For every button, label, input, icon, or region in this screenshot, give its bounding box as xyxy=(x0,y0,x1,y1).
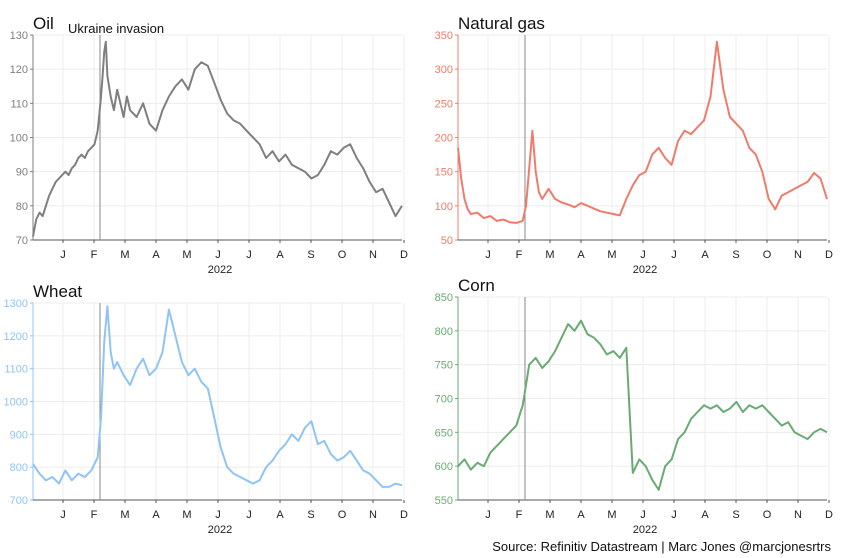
y-tick-label: 550 xyxy=(435,495,453,507)
x-tick-label: A xyxy=(276,249,284,261)
x-tick-label: S xyxy=(307,509,314,521)
y-tick-label: 200 xyxy=(435,133,453,145)
y-tick-label: 120 xyxy=(10,64,28,76)
x-tick-label: D xyxy=(400,509,408,521)
series-line xyxy=(32,305,403,488)
x-tick-label: F xyxy=(516,249,523,261)
x-tick-label: F xyxy=(91,509,98,521)
source-note: Source: Refinitiv Datastream | Marc Jone… xyxy=(492,539,831,554)
y-tick-label: 150 xyxy=(435,167,453,179)
x-tick-label: S xyxy=(732,509,739,521)
y-tick-label: 110 xyxy=(10,98,28,110)
y-tick-label: 90 xyxy=(16,167,28,179)
y-tick-label: 700 xyxy=(10,495,28,507)
x-tick-label: O xyxy=(338,509,347,521)
x-tick-label: O xyxy=(763,249,772,261)
x-tick-label: F xyxy=(91,249,98,261)
x-tick-label: F xyxy=(516,509,523,521)
x-tick-label: J xyxy=(640,249,646,261)
panel-title: Oil xyxy=(33,14,54,33)
y-tick-label: 70 xyxy=(16,235,28,247)
chart-panel-corn: Corn 550 600 650 700 750 800 850 J F M A M J J A S O N D 202… xyxy=(435,276,833,536)
x-tick-label: N xyxy=(794,509,802,521)
y-tick-label: 350 xyxy=(435,30,453,42)
x-tick-label: O xyxy=(763,509,772,521)
year-label: 2022 xyxy=(208,264,232,276)
year-label: 2022 xyxy=(633,264,657,276)
x-tick-label: M xyxy=(120,249,129,261)
y-tick-label: 800 xyxy=(435,326,453,338)
x-tick-label: J xyxy=(485,249,491,261)
panel-title: Corn xyxy=(458,276,495,295)
year-label: 2022 xyxy=(633,524,657,536)
y-tick-label: 700 xyxy=(435,394,453,406)
x-tick-label: J xyxy=(671,249,677,261)
x-tick-label: J xyxy=(60,509,66,521)
year-label: 2022 xyxy=(208,524,232,536)
chart-panel-oil: Oil 70 80 90 100 110 120 130 J F M A M J J A S O N D 2022 Ukr… xyxy=(10,14,408,276)
y-tick-label: 650 xyxy=(435,427,453,439)
panel-title: Wheat xyxy=(33,282,82,301)
y-tick-label: 250 xyxy=(435,98,453,110)
x-tick-label: O xyxy=(338,249,347,261)
x-tick-label: D xyxy=(400,249,408,261)
y-tick-label: 800 xyxy=(10,462,28,474)
x-tick-label: M xyxy=(607,509,616,521)
x-tick-label: A xyxy=(701,249,709,261)
x-tick-label: J xyxy=(215,249,221,261)
x-tick-label: J xyxy=(671,509,677,521)
x-tick-label: A xyxy=(276,509,284,521)
x-tick-label: A xyxy=(152,249,160,261)
y-tick-label: 1200 xyxy=(4,331,28,343)
x-tick-label: M xyxy=(182,509,191,521)
x-tick-label: N xyxy=(369,509,377,521)
y-tick-label: 1300 xyxy=(4,298,28,310)
x-tick-label: J xyxy=(485,509,491,521)
x-tick-label: J xyxy=(60,249,66,261)
y-tick-label: 130 xyxy=(10,30,28,42)
x-tick-label: A xyxy=(152,509,160,521)
y-tick-label: 1100 xyxy=(4,364,28,376)
x-tick-label: D xyxy=(825,249,833,261)
x-tick-label: A xyxy=(577,509,585,521)
y-tick-label: 900 xyxy=(10,429,28,441)
x-tick-label: J xyxy=(215,509,221,521)
event-label: Ukraine invasion xyxy=(68,21,164,36)
series-line xyxy=(32,40,403,237)
x-tick-label: A xyxy=(701,509,709,521)
x-tick-label: M xyxy=(120,509,129,521)
chart-canvas: Oil 70 80 90 100 110 120 130 J F M A M J J A S O N D 2022 Ukr… xyxy=(4,14,834,536)
y-tick-label: 600 xyxy=(435,461,453,473)
y-tick-label: 50 xyxy=(441,235,453,247)
y-tick-label: 1000 xyxy=(4,397,28,409)
y-tick-label: 850 xyxy=(435,292,453,304)
x-tick-label: D xyxy=(825,509,833,521)
x-tick-label: M xyxy=(545,249,554,261)
chart-panel-natural-gas: Natural gas 50 100 150 200 250 300 350 J F M A M J J A S… xyxy=(435,14,833,276)
x-tick-label: N xyxy=(794,249,802,261)
x-tick-label: J xyxy=(640,509,646,521)
panel-title: Natural gas xyxy=(458,14,545,33)
x-tick-label: N xyxy=(369,249,377,261)
chart-panel-wheat: Wheat 700 800 900 1000 1100 1200 1300 J F M A M J J A S O… xyxy=(4,282,409,536)
x-tick-label: S xyxy=(307,249,314,261)
x-tick-label: J xyxy=(246,509,252,521)
y-tick-label: 300 xyxy=(435,64,453,76)
x-tick-label: M xyxy=(607,249,616,261)
x-tick-label: M xyxy=(182,249,191,261)
x-tick-label: S xyxy=(732,249,739,261)
series-line xyxy=(457,319,828,491)
x-tick-label: A xyxy=(577,249,585,261)
series-line xyxy=(457,40,828,224)
x-tick-label: M xyxy=(545,509,554,521)
y-tick-label: 100 xyxy=(435,201,453,213)
y-tick-label: 80 xyxy=(16,201,28,213)
x-tick-label: J xyxy=(246,249,252,261)
y-tick-label: 100 xyxy=(10,133,28,145)
y-tick-label: 750 xyxy=(435,360,453,372)
